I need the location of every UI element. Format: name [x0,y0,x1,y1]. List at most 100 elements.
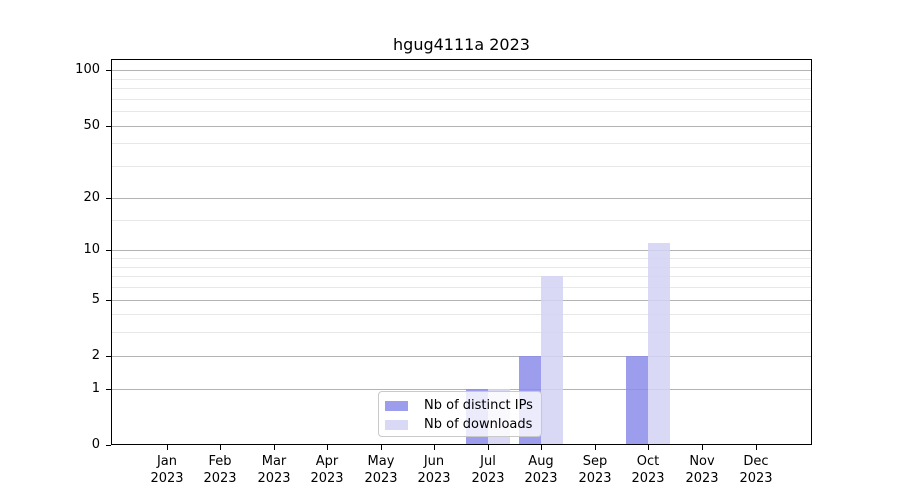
y-tick-mark-5 [106,300,111,301]
legend: Nb of distinct IPs Nb of downloads [378,391,542,437]
x-tick-year: 2023 [257,471,291,486]
x-tick-month: Jul [480,454,496,469]
y-tick-mark-100 [106,70,111,71]
gridline-minor-4 [111,314,812,315]
x-tick-month: Aug [528,454,554,469]
plot-area [111,59,812,445]
gridline-minor-3 [111,332,812,333]
gridline-minor-15 [111,220,812,221]
x-tick-month: Oct [636,454,660,469]
x-tick-year: 2023 [631,471,665,486]
x-tick-year: 2023 [310,471,344,486]
x-tick-label-dec: Dec 2023 [721,453,791,487]
gridline-minor-40 [111,143,812,144]
x-tick-mark-jun [434,445,435,450]
x-tick-month: Dec [743,454,769,469]
x-tick-mark-oct [648,445,649,450]
x-tick-year: 2023 [417,471,451,486]
bar-distinct-ips-oct [626,356,648,445]
x-tick-mark-jan [167,445,168,450]
gridline-minor-70 [111,99,812,100]
x-tick-label-aug: Aug 2023 [506,453,576,487]
y-tick-label-10: 10 [83,242,100,257]
x-tick-label-oct: Oct 2023 [613,453,683,487]
y-tick-label-50: 50 [83,118,100,133]
y-tick-mark-0 [106,445,111,446]
x-tick-month: Nov [689,454,715,469]
x-tick-label-feb: Feb 2023 [185,453,255,487]
legend-item-distinct-ips: Nb of distinct IPs [379,396,541,415]
x-tick-year: 2023 [524,471,558,486]
x-tick-label-jun: Jun 2023 [399,453,469,487]
gridline-minor-60 [111,111,812,112]
gridline-major-1 [111,389,812,390]
y-tick-mark-10 [106,250,111,251]
chart-title: hgug4111a 2023 [393,35,530,54]
y-tick-mark-50 [106,126,111,127]
x-tick-label-apr: Apr 2023 [292,453,362,487]
x-tick-mark-aug [541,445,542,450]
gridline-minor-30 [111,166,812,167]
gridline-minor-7 [111,276,812,277]
x-tick-year: 2023 [471,471,505,486]
x-tick-month: Jun [423,454,445,469]
y-tick-label-20: 20 [83,190,100,205]
x-tick-mark-mar [274,445,275,450]
x-tick-label-sep: Sep 2023 [560,453,630,487]
y-tick-label-5: 5 [91,292,100,307]
x-tick-mark-dec [756,445,757,450]
x-tick-label-nov: Nov 2023 [667,453,737,487]
legend-swatch-downloads [385,419,408,430]
gridline-minor-80 [111,88,812,89]
x-tick-label-jul: Jul 2023 [453,453,523,487]
x-tick-mark-apr [327,445,328,450]
bar-downloads-aug [541,276,563,445]
x-tick-month: Apr [315,454,339,469]
x-tick-year: 2023 [685,471,719,486]
x-tick-year: 2023 [578,471,612,486]
gridline-major-10 [111,250,812,251]
x-tick-month: May [367,454,395,469]
gridline-minor-6 [111,287,812,288]
legend-label-downloads: Nb of downloads [424,417,533,432]
x-tick-month: Jan [156,454,178,469]
y-tick-label-0: 0 [91,437,100,452]
x-tick-year: 2023 [203,471,237,486]
y-tick-label-2: 2 [91,348,100,363]
x-tick-year: 2023 [739,471,773,486]
y-tick-mark-2 [106,356,111,357]
x-tick-year: 2023 [364,471,398,486]
bar-downloads-oct [648,243,670,445]
gridline-major-20 [111,198,812,199]
x-tick-mark-jul [488,445,489,450]
x-tick-label-may: May 2023 [346,453,416,487]
x-tick-label-mar: Mar 2023 [239,453,309,487]
x-tick-month: Mar [261,454,287,469]
x-tick-month: Feb [208,454,232,469]
x-tick-year: 2023 [150,471,184,486]
x-tick-mark-may [381,445,382,450]
gridline-minor-90 [111,79,812,80]
gridline-major-5 [111,300,812,301]
legend-label-distinct-ips: Nb of distinct IPs [424,398,533,413]
x-tick-month: Sep [582,454,608,469]
y-tick-label-1: 1 [91,381,100,396]
x-tick-mark-nov [702,445,703,450]
gridline-major-50 [111,126,812,127]
y-tick-label-100: 100 [75,62,100,77]
x-tick-mark-feb [220,445,221,450]
gridline-major-100 [111,70,812,71]
x-tick-label-jan: Jan 2023 [132,453,202,487]
gridline-minor-8 [111,267,812,268]
gridline-major-2 [111,356,812,357]
y-tick-mark-1 [106,389,111,390]
y-tick-mark-20 [106,198,111,199]
legend-swatch-distinct-ips [385,400,408,411]
x-tick-mark-sep [595,445,596,450]
legend-item-downloads: Nb of downloads [379,415,541,434]
gridline-minor-9 [111,258,812,259]
